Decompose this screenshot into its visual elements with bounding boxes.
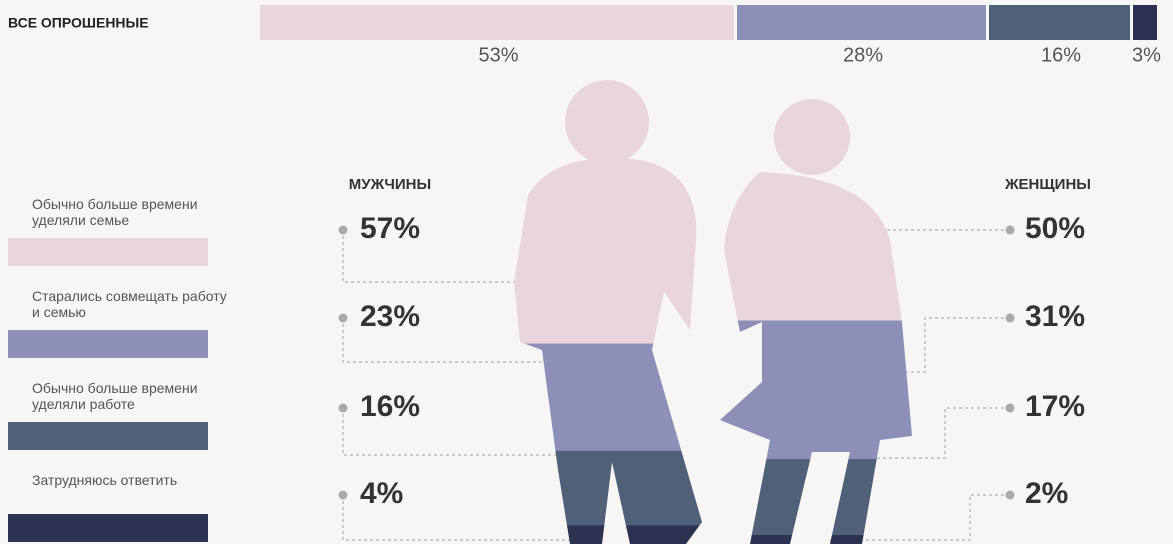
value-label: 50% xyxy=(1025,212,1085,245)
dot xyxy=(339,314,348,323)
dot xyxy=(1006,314,1015,323)
value-label: 17% xyxy=(1025,390,1085,423)
category-label: МУЖЧИНЫ xyxy=(349,176,431,193)
value-label: 28% xyxy=(843,44,883,66)
legend-label: Обычно больше времени уделяли работе xyxy=(32,380,232,412)
dot xyxy=(339,491,348,500)
value-label: 53% xyxy=(478,44,518,66)
dot xyxy=(1006,491,1015,500)
legend-label: Старались совмещать работу и семью xyxy=(32,288,232,320)
category-label: ЖЕНЩИНЫ xyxy=(1004,176,1091,193)
legend-swatch xyxy=(8,238,208,266)
value-label: 16% xyxy=(360,390,420,423)
dot xyxy=(339,404,348,413)
title: ВСЕ ОПРОШЕННЫЕ xyxy=(8,15,149,31)
value-label: 16% xyxy=(1041,44,1081,66)
value-label: 23% xyxy=(360,300,420,333)
legend-swatch xyxy=(8,330,208,358)
legend-label: Затрудняюсь ответить xyxy=(32,472,232,488)
value-label: 31% xyxy=(1025,300,1085,333)
figure-segment xyxy=(500,525,930,544)
value-label: 57% xyxy=(360,212,420,245)
dot xyxy=(1006,226,1015,235)
chart: ВСЕ ОПРОШЕННЫЕ 53% 28% 16% 3% МУЖЧИНЫ 57% 23% 1… xyxy=(0,0,1173,544)
legend-swatch xyxy=(8,422,208,450)
value-label: 4% xyxy=(360,477,403,510)
bar-segment xyxy=(989,5,1130,40)
legend-swatch xyxy=(8,514,208,542)
value-label: 2% xyxy=(1025,477,1068,510)
dot xyxy=(1006,404,1015,413)
legend-label: Обычно больше времени уделяли семье xyxy=(32,196,232,228)
bar-segment xyxy=(1133,5,1157,40)
dot xyxy=(339,226,348,235)
bar-segment xyxy=(260,5,734,40)
infographic: ВСЕ ОПРОШЕННЫЕ 53% 28% 16% 3% МУЖЧИНЫ 57% 23% 1… xyxy=(0,0,1173,544)
bar-segment xyxy=(737,5,986,40)
value-label: 3% xyxy=(1132,44,1161,66)
